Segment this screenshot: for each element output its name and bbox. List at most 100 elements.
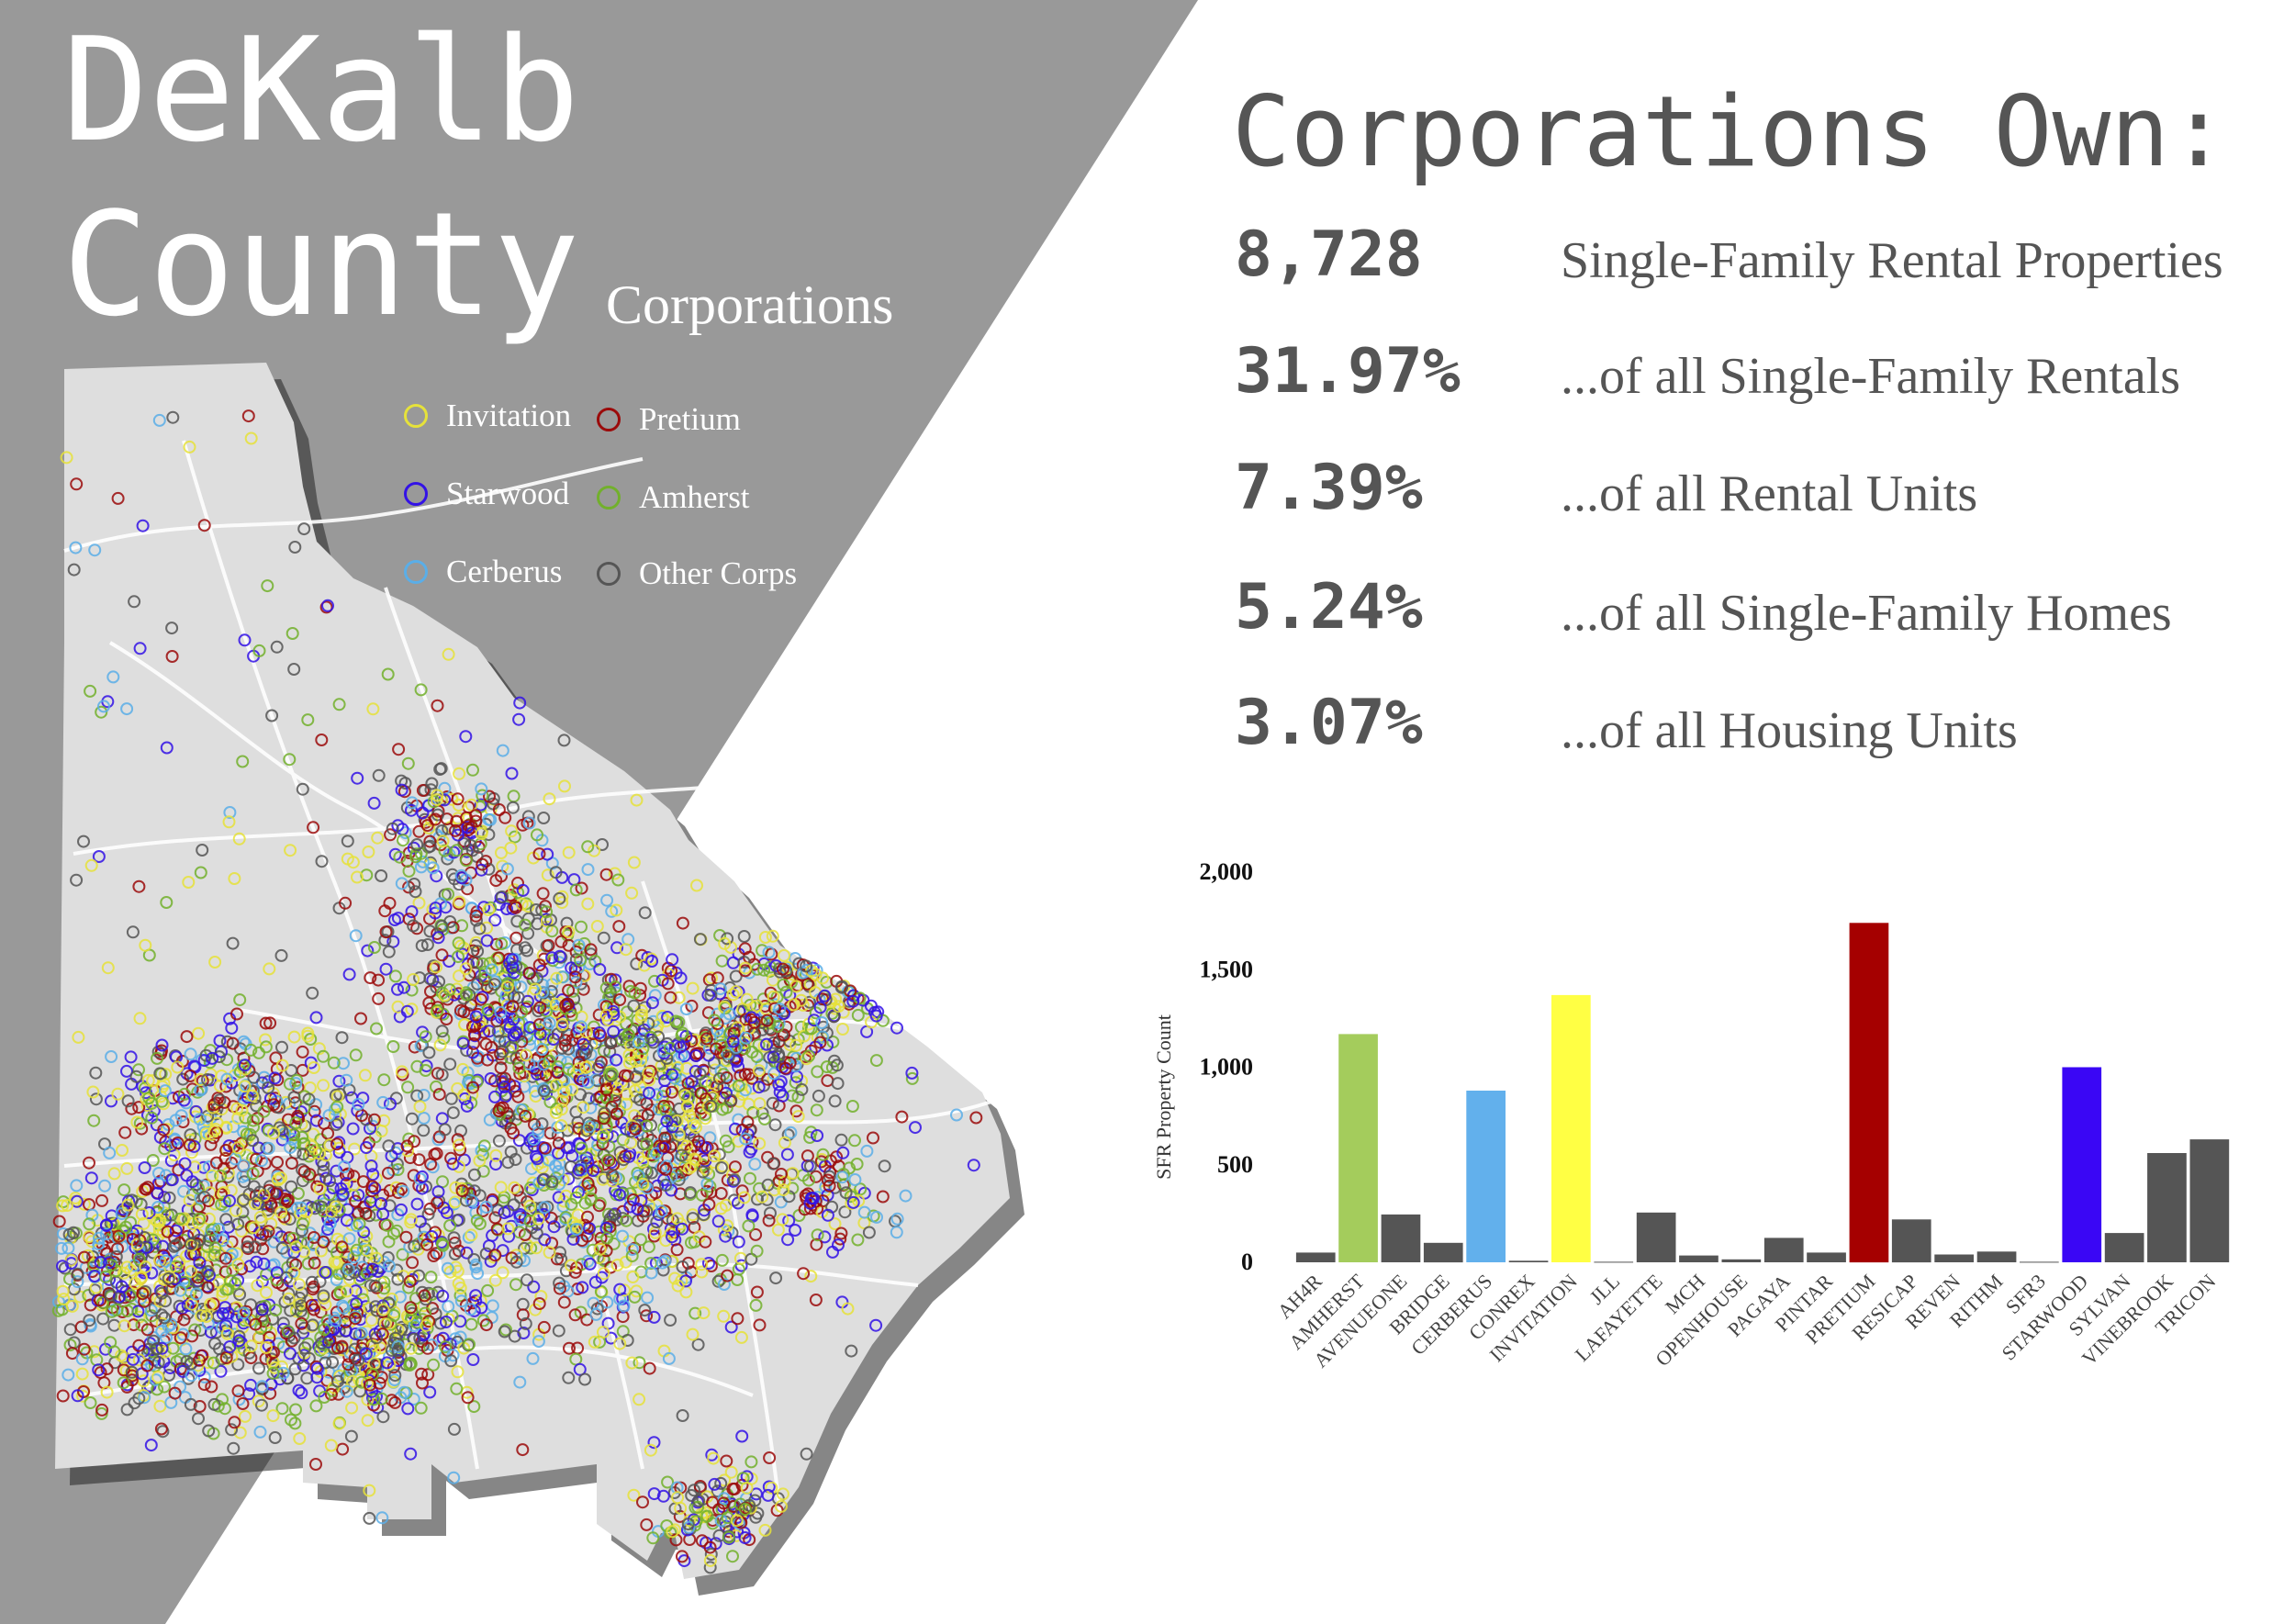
property-marker <box>656 1044 670 1058</box>
bar-invitation <box>1551 994 1591 1262</box>
property-marker <box>430 1247 443 1260</box>
property-marker <box>688 1116 702 1130</box>
property-marker <box>618 1283 631 1297</box>
bar-amherst <box>1338 1034 1378 1262</box>
property-marker <box>508 899 521 913</box>
property-marker <box>636 1155 650 1169</box>
property-marker <box>407 919 420 933</box>
property-marker <box>641 1291 655 1305</box>
property-marker <box>349 1284 363 1298</box>
property-marker <box>477 1139 491 1153</box>
property-marker <box>138 1231 151 1244</box>
property-marker <box>452 950 465 964</box>
property-marker <box>460 1044 474 1058</box>
stat-value-rental-units: 7.39% <box>1235 452 1423 524</box>
property-marker <box>252 1361 265 1375</box>
property-marker <box>465 1317 478 1331</box>
property-marker <box>115 1207 129 1220</box>
property-marker <box>869 1054 883 1068</box>
property-marker <box>597 931 610 945</box>
property-marker <box>455 919 469 933</box>
property-marker <box>403 1151 417 1165</box>
property-marker <box>476 957 489 970</box>
property-marker <box>598 1106 611 1120</box>
property-marker <box>530 1226 543 1240</box>
property-marker <box>625 886 639 900</box>
property-marker <box>62 1227 76 1241</box>
bar-cerberus <box>1466 1091 1506 1262</box>
property-marker <box>581 897 595 911</box>
property-marker <box>571 1185 585 1199</box>
property-marker <box>471 1267 485 1281</box>
property-marker <box>828 1217 842 1231</box>
property-marker <box>540 1004 554 1018</box>
property-marker <box>513 1252 527 1265</box>
property-marker <box>248 1240 262 1254</box>
property-marker <box>379 925 393 939</box>
property-marker <box>568 1265 582 1279</box>
property-marker <box>666 1255 679 1269</box>
property-marker <box>138 1391 151 1405</box>
property-marker <box>562 1371 576 1384</box>
property-marker <box>627 999 641 1013</box>
property-marker <box>545 1175 559 1189</box>
property-marker <box>550 971 564 985</box>
property-marker <box>630 1284 644 1298</box>
property-marker <box>524 1241 538 1255</box>
property-marker <box>610 903 623 917</box>
property-marker <box>377 1282 391 1295</box>
property-marker <box>399 1230 413 1244</box>
property-marker <box>744 1171 756 1185</box>
property-marker <box>769 1271 783 1285</box>
bar-tricon <box>2189 1139 2230 1262</box>
property-marker <box>766 1096 779 1110</box>
property-marker <box>702 1198 716 1211</box>
property-marker <box>330 1273 343 1286</box>
property-marker <box>216 1234 230 1248</box>
property-marker <box>120 1161 134 1175</box>
property-marker <box>157 1226 170 1238</box>
property-marker <box>533 1027 547 1041</box>
stat-value-housing-units: 3.07% <box>1235 687 1423 759</box>
property-marker <box>714 1202 728 1215</box>
property-marker <box>430 1080 442 1093</box>
property-marker <box>173 1299 186 1313</box>
property-marker <box>393 1290 407 1304</box>
property-marker <box>207 1249 221 1262</box>
property-marker <box>480 921 494 935</box>
property-marker <box>679 1002 693 1016</box>
property-marker <box>481 1003 495 1016</box>
property-marker <box>453 1289 467 1303</box>
property-marker <box>120 1260 134 1274</box>
property-marker <box>309 1399 323 1413</box>
property-marker <box>274 1205 288 1219</box>
property-marker <box>190 1287 203 1301</box>
property-marker <box>340 1214 353 1227</box>
property-marker <box>229 1204 242 1217</box>
property-marker <box>174 1283 187 1297</box>
property-marker <box>685 1075 699 1089</box>
property-marker <box>565 1197 578 1211</box>
property-marker <box>509 1278 522 1292</box>
property-marker <box>629 1055 643 1069</box>
property-marker <box>558 1038 572 1052</box>
property-marker <box>56 1389 70 1403</box>
property-marker <box>554 1252 568 1266</box>
property-marker <box>455 1184 469 1198</box>
property-marker <box>207 1356 220 1370</box>
property-marker <box>435 1025 449 1038</box>
property-marker <box>56 1284 70 1298</box>
property-marker <box>610 1053 623 1067</box>
property-marker <box>168 1231 182 1245</box>
property-marker <box>789 1224 802 1237</box>
property-marker <box>587 1027 600 1040</box>
property-marker <box>75 1367 89 1381</box>
county-map <box>51 363 1024 1596</box>
property-marker <box>368 1182 382 1195</box>
property-marker <box>150 1373 162 1387</box>
property-marker <box>525 1183 539 1197</box>
property-marker <box>588 1335 601 1349</box>
property-marker <box>551 1060 565 1074</box>
legend-ring-icon <box>404 404 428 428</box>
property-marker <box>732 1235 745 1249</box>
